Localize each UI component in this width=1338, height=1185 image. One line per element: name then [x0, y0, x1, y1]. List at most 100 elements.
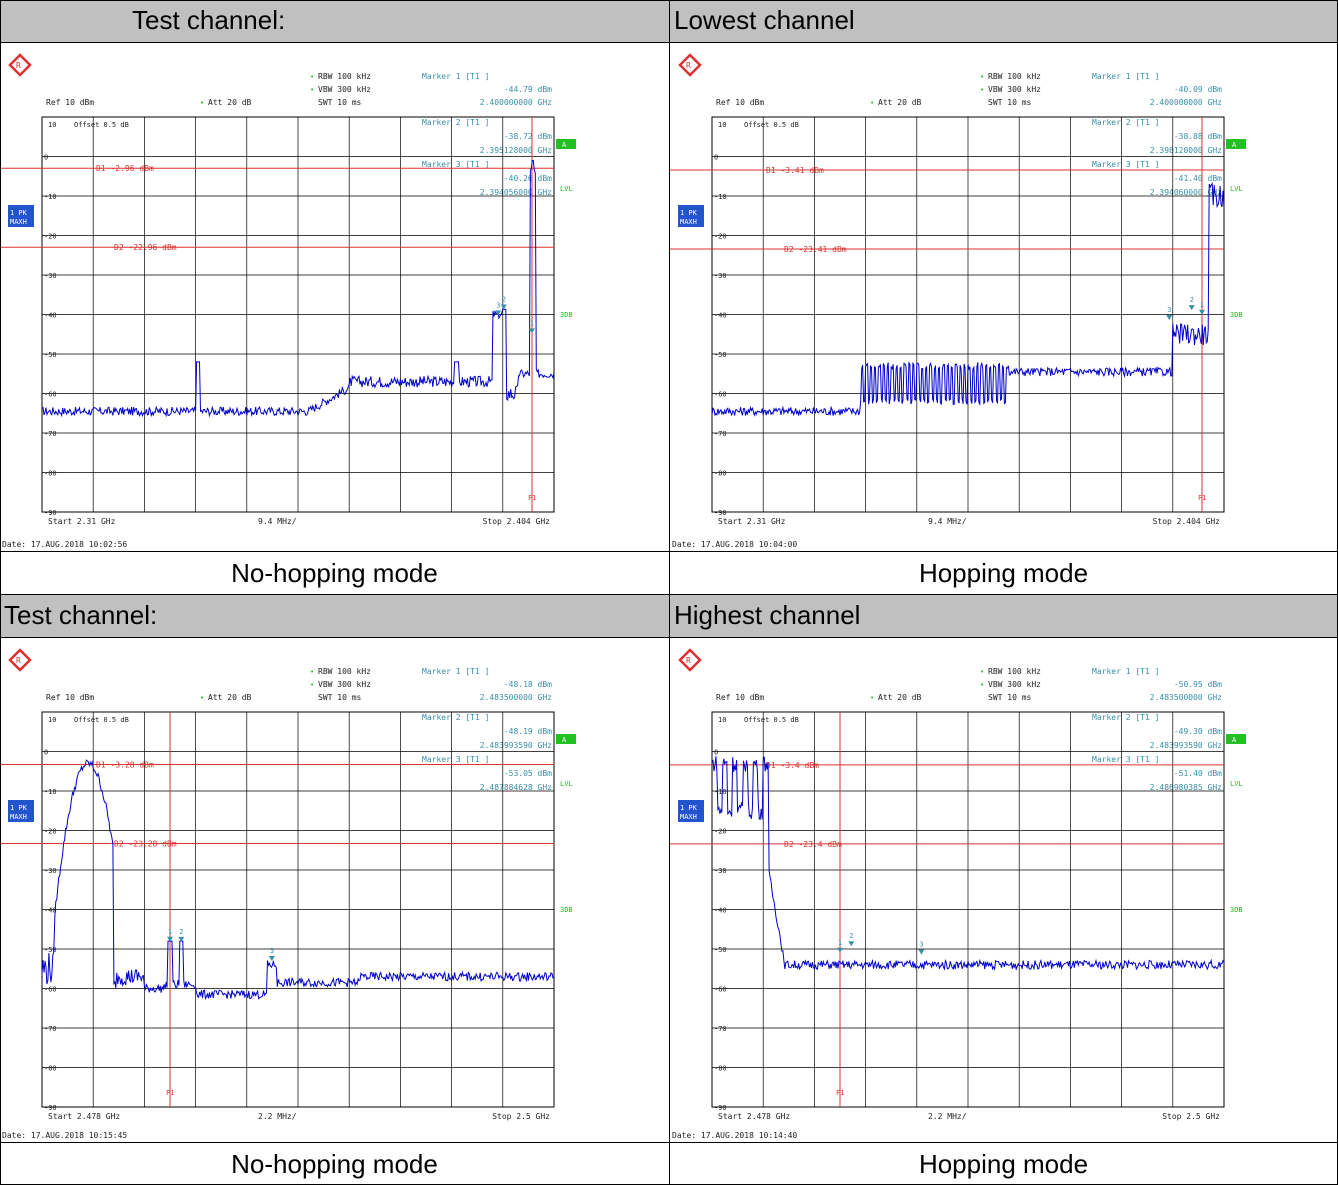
spectrum-plot-high-hop: R RBW 100 kHz VBW 300 kHz SWT 10 ms Ref 10 d…: [670, 648, 1246, 1140]
marker-2-frequency: 2.483993590 GHz: [480, 741, 552, 750]
status-3db-label: 3DB: [1230, 906, 1243, 914]
y-tick-label: -50: [44, 946, 57, 954]
status-a-label: A: [1232, 141, 1237, 149]
rbw-bullet-icon: •: [980, 73, 984, 81]
marker-number: 1: [1200, 301, 1204, 309]
header-test-channel: Test channel:: [0, 0, 670, 42]
marker-triangle: [178, 936, 185, 942]
marker-2-value: -49.30 dBm: [1174, 727, 1222, 736]
marker-3-value: -40.26 dBm: [504, 174, 552, 183]
marker-triangle: [848, 941, 855, 947]
vbw-bullet-icon: •: [980, 86, 984, 94]
swt-setting: SWT 10 ms: [318, 693, 362, 702]
measurement-date: Date: 17.AUG.2018 10:14:40: [672, 1131, 797, 1140]
marker-2-label: Marker 2 [T1 ]: [422, 713, 489, 722]
att-bullet-icon: •: [870, 99, 874, 107]
plot-cell-high-hop: R RBW 100 kHz VBW 300 kHz SWT 10 ms Ref 10 d…: [670, 638, 1338, 1142]
y-tick-label: -50: [714, 351, 727, 359]
vbw-bullet-icon: •: [310, 86, 314, 94]
y-tick-label: 10: [718, 716, 726, 724]
y-tick-label: -90: [44, 509, 57, 517]
marker-3-value: -41.40 dBm: [1174, 174, 1222, 183]
attenuation-setting: Att 20 dB: [878, 693, 922, 702]
y-tick-label: -80: [44, 1065, 57, 1073]
limit-label-d2: D2 -23.41 dBm: [784, 245, 847, 254]
rohde-schwarz-logo-icon: [8, 648, 32, 672]
y-tick-label: 0: [714, 749, 718, 757]
marker-2-frequency: 2.483993590 GHz: [1150, 741, 1222, 750]
trace-badge-line1: 1 PK: [680, 804, 698, 812]
marker-triangle: [1188, 305, 1195, 311]
marker-3-value: -51.40 dBm: [1174, 769, 1222, 778]
y-tick-label: -70: [44, 1025, 57, 1033]
y-tick-label: -40: [44, 907, 57, 915]
y-tick-label: 10: [48, 716, 56, 724]
marker-number: 1: [530, 319, 534, 327]
status-a-badge: [556, 734, 576, 744]
header-test-channel-2: Test channel:: [0, 595, 670, 637]
y-tick-label: -30: [714, 272, 727, 280]
marker-2-value: -38.72 dBm: [504, 132, 552, 141]
frequency-span-per-division: 2.2 MHz/: [258, 1112, 297, 1121]
caption-no-hopping: No-hopping mode: [0, 552, 670, 594]
trace-badge-line2: MAXH: [680, 813, 697, 821]
vbw-setting: VBW 300 kHz: [318, 680, 371, 689]
marker-1-frequency: 2.483500000 GHz: [480, 693, 552, 702]
trace-badge: [8, 800, 34, 822]
y-tick-label: -20: [44, 233, 57, 241]
y-tick-label: 10: [48, 121, 56, 129]
marker-1-value: -50.95 dBm: [1174, 680, 1222, 689]
rbw-setting: RBW 100 kHz: [318, 72, 371, 81]
marker-triangle: [918, 949, 925, 955]
y-tick-label: -60: [44, 986, 57, 994]
header-lowest-channel: Lowest channel: [670, 0, 1338, 42]
status-a-badge: [1226, 734, 1246, 744]
marker-2-label: Marker 2 [T1 ]: [1092, 713, 1159, 722]
rbw-setting: RBW 100 kHz: [988, 667, 1041, 676]
y-tick-label: -40: [714, 907, 727, 915]
limit-label-d1: D1 -2.96 dBm: [96, 164, 154, 173]
frequency-line-f1-label: F1: [1198, 494, 1206, 502]
marker-1-label: Marker 1 [T1 ]: [1092, 667, 1159, 676]
spectrum-plot-low-hop: R RBW 100 kHz VBW 300 kHz SWT 10 ms Ref 10 d…: [670, 53, 1246, 549]
y-tick-label: -80: [714, 1065, 727, 1073]
limit-label-d2: D2 -22.96 dBm: [114, 243, 177, 252]
swt-setting: SWT 10 ms: [988, 98, 1032, 107]
y-tick-label: -40: [44, 312, 57, 320]
y-tick-label: -30: [714, 867, 727, 875]
attenuation-setting: Att 20 dB: [208, 98, 252, 107]
spectrum-plot-high-nohop: R RBW 100 kHz VBW 300 kHz SWT 10 ms Ref 10 d…: [0, 648, 576, 1140]
y-tick-label: -80: [714, 470, 727, 478]
ref-level: Ref 10 dBm: [716, 98, 764, 107]
y-tick-label: -10: [714, 193, 727, 201]
marker-1-frequency: 2.400000000 GHz: [480, 98, 552, 107]
rule: [0, 0, 1, 1185]
y-tick-label: -20: [714, 233, 727, 241]
spectrum-trace: [711, 756, 1225, 971]
status-3db-label: 3DB: [560, 311, 573, 319]
y-tick-label: 0: [44, 749, 48, 757]
att-bullet-icon: •: [200, 99, 204, 107]
offset-label: Offset 0.5 dB: [74, 121, 129, 129]
stop-frequency: Stop 2.5 GHz: [492, 1112, 550, 1121]
marker-number: 3: [1167, 306, 1171, 314]
trace-badge-line1: 1 PK: [10, 209, 28, 217]
status-3db-label: 3DB: [560, 906, 573, 914]
trace-badge-line2: MAXH: [680, 218, 697, 226]
rohde-schwarz-logo-mark-icon: R: [16, 61, 21, 70]
measurement-date: Date: 17.AUG.2018 10:02:56: [2, 540, 127, 549]
vbw-setting: VBW 300 kHz: [318, 85, 371, 94]
marker-number: 2: [1190, 296, 1194, 304]
marker-3-frequency: 2.394056000 GHz: [480, 188, 552, 197]
y-tick-label: -90: [714, 509, 727, 517]
vbw-setting: VBW 300 kHz: [988, 85, 1041, 94]
frequency-span-per-division: 9.4 MHz/: [928, 517, 967, 526]
marker-number: 3: [496, 302, 500, 310]
stop-frequency: Stop 2.5 GHz: [1162, 1112, 1220, 1121]
y-tick-label: -10: [714, 788, 727, 796]
marker-triangle: [268, 956, 275, 962]
stop-frequency: Stop 2.404 GHz: [483, 517, 551, 526]
marker-2-frequency: 2.398120000 GHz: [1150, 146, 1222, 155]
limit-label-d1: D1 -3.41 dBm: [766, 166, 824, 175]
limit-label-d2: D2 -23.4 dBm: [784, 840, 842, 849]
